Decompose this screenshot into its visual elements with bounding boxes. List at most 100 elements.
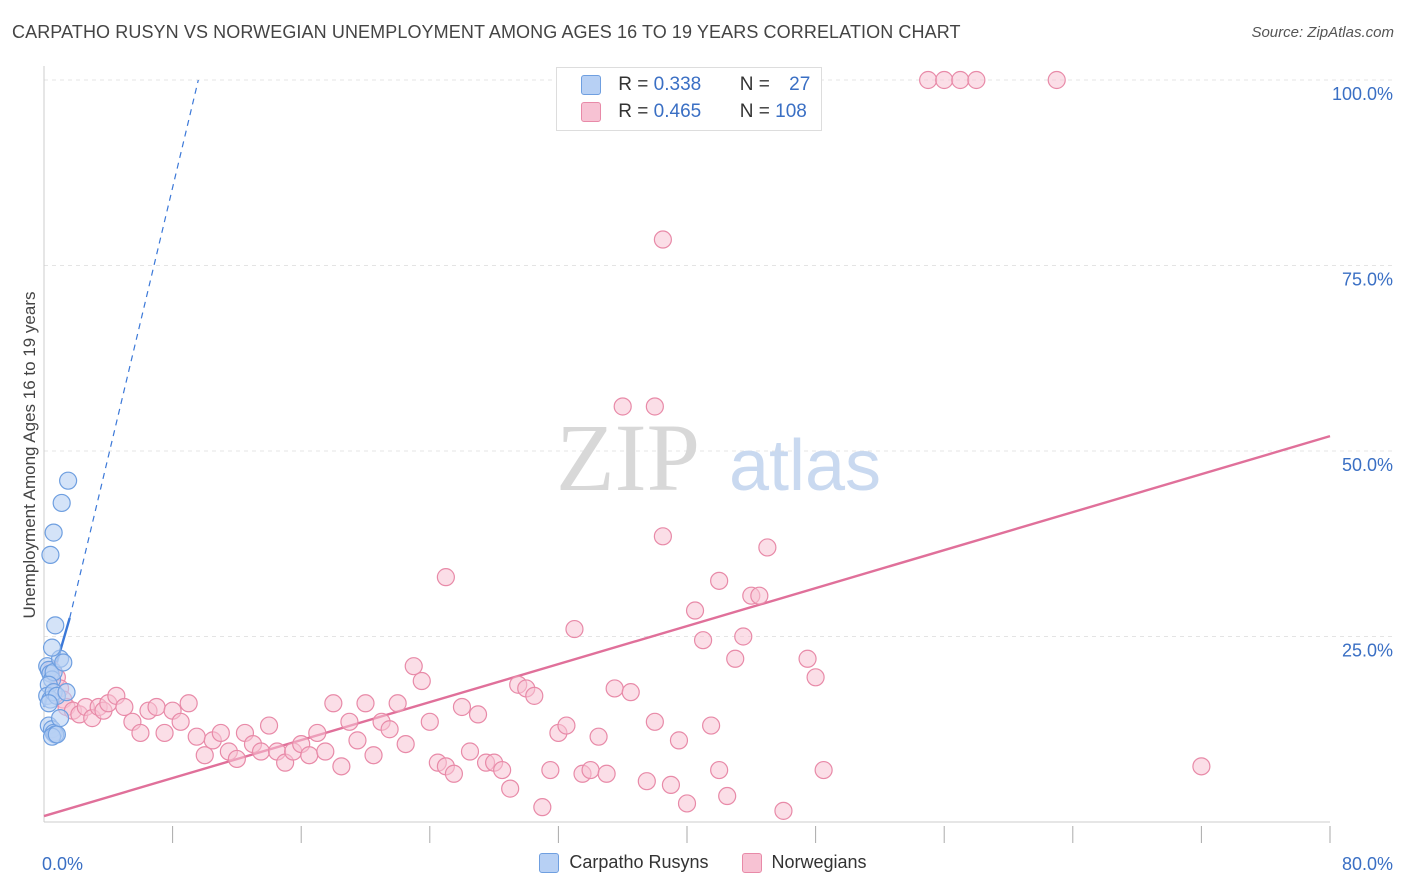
norwegians-point [669,731,689,750]
norwegians-point [324,694,343,713]
carpatho-rusyns-point [57,683,76,702]
legend-item-carpatho-rusyns[interactable]: Carpatho Rusyns [539,852,709,874]
norwegians-point [589,727,608,746]
norwegians-point [364,746,383,765]
norwegians-point [726,649,745,668]
y-tick-label: 100.0% [1332,84,1393,104]
legend-n-value: 27 [789,74,811,95]
norwegians-point [380,720,399,739]
norwegians-point [621,683,640,702]
norwegians-point [605,679,624,698]
legend-r-label: R = [618,74,649,95]
legend-item-norwegians[interactable]: Norwegians [741,852,867,874]
norwegians-point [259,716,279,735]
norwegians-point [718,786,737,806]
norwegians-point [316,742,335,761]
y-tick-label: 50.0% [1342,455,1393,475]
norwegians-point [147,697,166,717]
norwegians-point [195,746,214,765]
source-label: Source: ZipAtlas.com [1251,24,1394,41]
norwegians-point [935,70,954,90]
stats-legend: R = 0.338 N = 27 R = 0.465 N = 108 [556,67,822,131]
legend-n-label: N = [739,74,770,95]
norwegians-point [332,757,351,776]
norwegians-point [661,775,681,795]
legend-swatch-blue [581,74,601,95]
legend-row-norwegian: R = 0.465 N = 108 [581,101,807,125]
norwegians-point [581,760,600,780]
carpatho-rusyns-point [59,471,78,490]
norwegians-point [967,70,986,90]
legend-r-value: 0.465 [653,101,702,122]
legend-row-carpatho: R = 0.338 N = 27 [581,74,810,98]
norwegians-point [468,705,488,724]
carpatho-rusyns-point [39,694,58,713]
norwegians-point [171,712,190,731]
norwegians-point [501,779,520,798]
norwegians-point [1192,757,1211,776]
norwegians-point [653,230,672,249]
legend-swatch-pink [581,101,601,122]
norwegians-point [404,657,423,676]
carpatho-rusyns-point [44,523,63,542]
norwegians-point [300,746,319,765]
norwegians-point [798,649,817,668]
norwegians-point [211,723,230,743]
norwegians-point [251,742,271,761]
norwegians-point [115,697,134,717]
y-tick-label: 75.0% [1342,270,1393,290]
norwegians-point [436,568,455,587]
label-layer: 25.0% 50.0% 75.0% 100.0% 0.0% 80.0% [42,84,1393,874]
norwegians-point [645,397,664,416]
carpatho-rusyns-point [46,616,65,635]
watermark-zip: ZIP [556,404,700,511]
norwegians-point [685,601,705,620]
norwegians-point [613,397,632,416]
norwegians-point [452,697,472,717]
norwegians-point [806,668,825,687]
x-tick-label: 0.0% [42,854,83,874]
norwegians-point [155,723,174,743]
norwegians-point [227,749,246,769]
norwegians-point [734,627,753,646]
norwegians-point [677,794,697,813]
points-layer [38,70,1211,820]
legend-swatch-blue [539,853,560,874]
norwegians-point [758,538,777,557]
norwegians-point [340,712,359,731]
grid-layer [44,79,1392,637]
norwegians-point [637,772,656,791]
norwegians-point [557,716,576,735]
norwegians-point [653,527,672,546]
norwegians-point [525,686,544,705]
carpatho-rusyns-point [42,638,62,657]
norwegians-point [356,694,375,713]
carpatho-rusyns-point [47,725,66,744]
norwegians-point [131,723,150,743]
legend-n-label: N = [739,101,770,122]
watermark-atlas: atlas [729,426,881,506]
norwegians-point [774,801,793,820]
norwegians-point [710,571,729,590]
legend-swatch-pink [741,853,762,874]
carpatho-rusyns-trend-extension [69,79,199,619]
norwegians-point [541,760,560,780]
norwegians-point [919,70,938,90]
norwegians-point [533,798,552,817]
norwegians-point [444,764,464,783]
watermark: ZIP atlas [556,404,881,511]
norwegians-point [693,631,713,650]
norwegians-point [750,586,769,605]
norwegians-point [420,712,439,731]
norwegians-point [388,694,407,713]
norwegians-point [412,671,431,691]
x-tick-label: 80.0% [1342,854,1393,874]
series-legend: Carpatho Rusyns Norwegians [0,852,1406,874]
carpatho-rusyns-point [52,493,71,513]
legend-label: Carpatho Rusyns [569,852,709,872]
norwegians-point [814,760,833,780]
norwegians-point [179,694,198,713]
y-axis-label: Unemployment Among Ages 16 to 19 years [20,291,39,619]
legend-r-value: 0.338 [653,74,702,95]
